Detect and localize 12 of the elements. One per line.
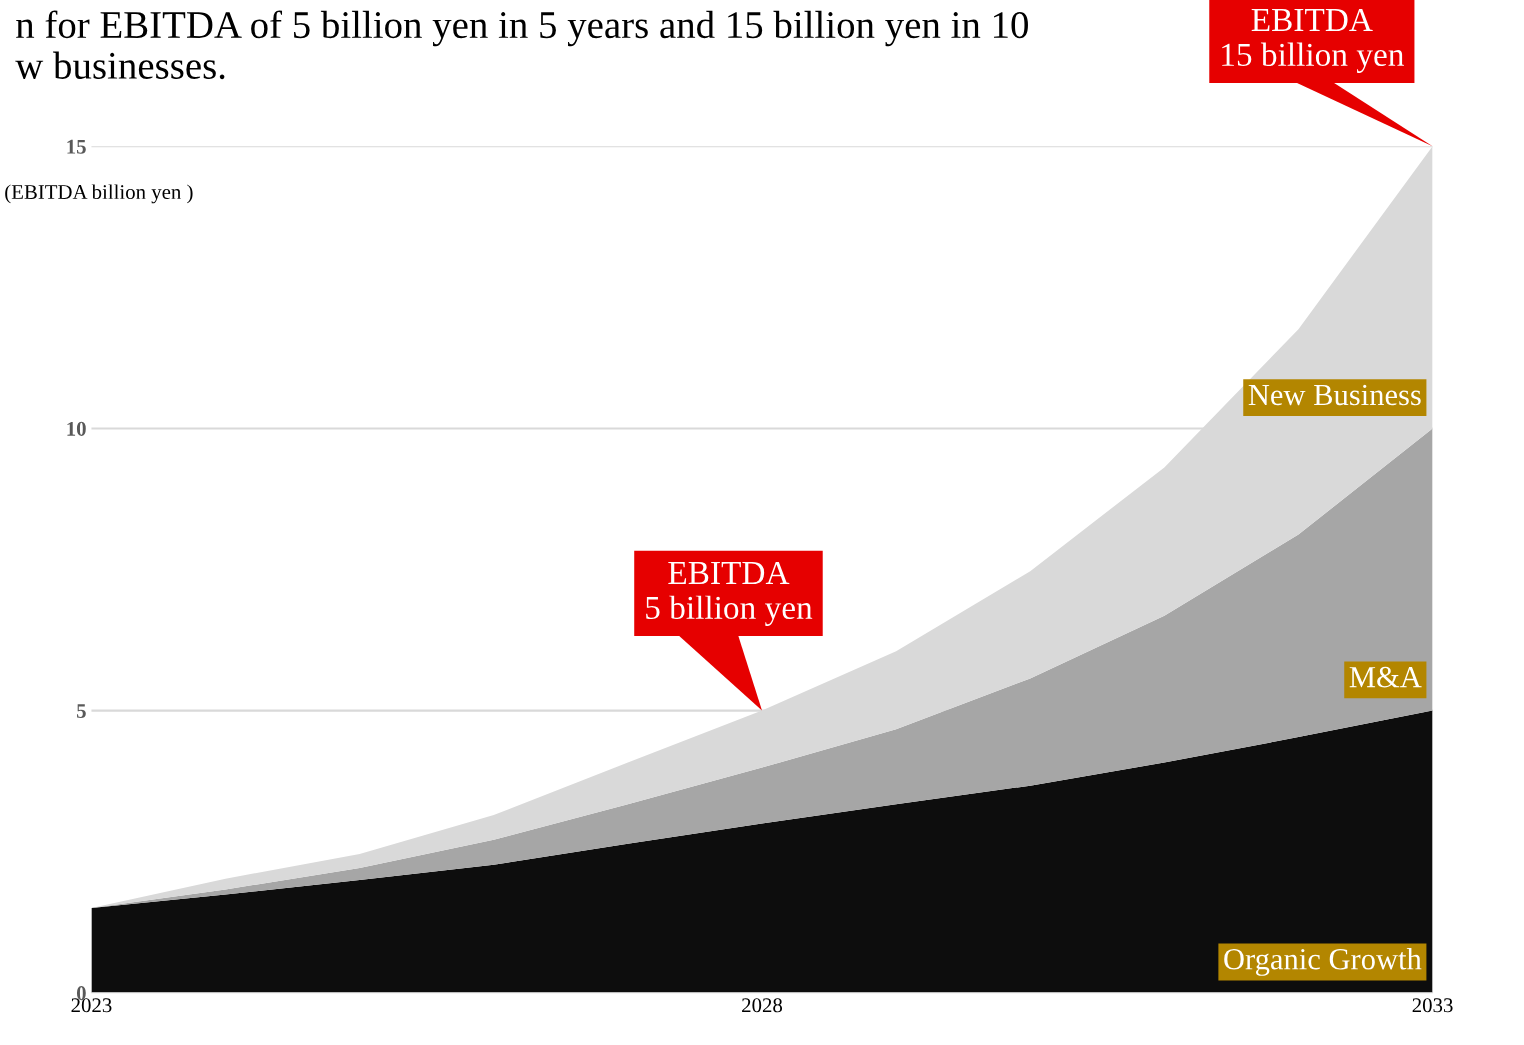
- x-tick-label: 2033: [1412, 998, 1453, 1013]
- annotation: EBITDA 5 billion yen: [646, 561, 813, 626]
- chart-title: n for EBITDA of 5 billion yen in 5 years and 15 billion yen in 10 w businesses.: [15, 10, 1028, 80]
- x-tick-label: 2028: [742, 998, 783, 1013]
- y-tick-label: 5: [77, 704, 86, 719]
- series-label: Organic Growth: [1224, 948, 1422, 976]
- series-label: New Business: [1248, 384, 1421, 406]
- annotation: EBITDA 15 billion yen: [1222, 8, 1404, 73]
- y-tick-label: 15: [67, 139, 86, 154]
- y-tick-label: 10: [67, 421, 86, 436]
- series-label: M&A: [1349, 666, 1422, 688]
- y-axis-title: (EBITDA billion yen ): [5, 184, 193, 204]
